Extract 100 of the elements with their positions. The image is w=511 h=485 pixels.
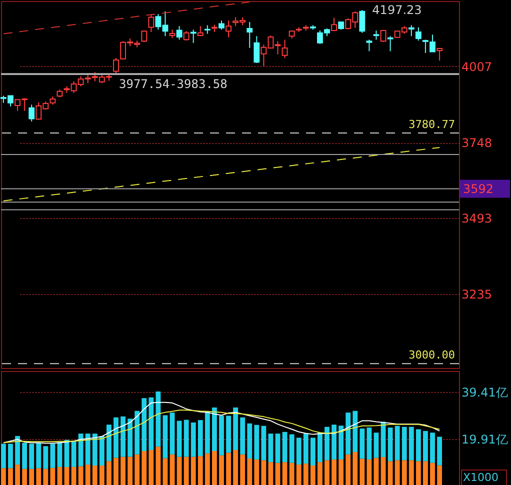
bar [43, 468, 48, 485]
candlestick [282, 39, 288, 58]
bar [120, 416, 126, 457]
bar [170, 454, 175, 485]
candlestick [183, 30, 190, 42]
bar [346, 454, 351, 485]
bar [388, 428, 393, 462]
bar [226, 452, 231, 485]
bar [78, 434, 84, 466]
bar [106, 424, 112, 462]
bar [346, 412, 351, 454]
bar [437, 436, 442, 466]
bar [394, 460, 400, 485]
y-tick-label: 19.91亿 [462, 432, 508, 446]
bar [212, 450, 217, 485]
bar [324, 460, 330, 485]
candlestick [331, 17, 337, 32]
bar [289, 434, 294, 463]
bar [120, 456, 126, 485]
bar [212, 407, 217, 451]
y-tick-label: 39.41亿 [462, 385, 508, 400]
bar [233, 407, 238, 450]
bar [324, 426, 330, 460]
candlestick [218, 20, 224, 30]
bar [29, 468, 34, 485]
bar [423, 461, 428, 485]
bar [134, 410, 140, 454]
bar [156, 392, 161, 447]
candlestick [28, 104, 35, 122]
candlestick [176, 26, 182, 40]
bar [402, 426, 407, 460]
bar [184, 456, 189, 485]
bar [303, 464, 308, 485]
bar [190, 422, 196, 457]
bar [29, 444, 34, 469]
bar [22, 442, 28, 469]
line-series [2, 410, 440, 444]
bar [268, 434, 274, 462]
bar [416, 429, 421, 462]
bar [303, 434, 308, 464]
bar [275, 462, 280, 485]
bar [282, 462, 288, 485]
text: X1000 [463, 471, 499, 484]
bar [106, 461, 112, 485]
bar [360, 428, 365, 459]
bar [282, 432, 288, 462]
bar [64, 466, 70, 485]
bar [170, 412, 175, 454]
bar [416, 461, 421, 485]
ref-line-label: 3592 [463, 182, 494, 196]
bar [394, 426, 400, 460]
bar [366, 428, 372, 460]
bar [332, 459, 336, 485]
bar [352, 410, 358, 452]
bar [233, 450, 238, 485]
bar [240, 454, 246, 485]
bar [198, 420, 203, 456]
bar [318, 432, 322, 462]
bar [1, 468, 6, 485]
line-series [2, 402, 440, 444]
bar [15, 436, 20, 465]
bar [219, 455, 224, 485]
bar [332, 424, 336, 460]
bar [8, 444, 13, 468]
bar [148, 397, 154, 450]
bar [114, 458, 118, 485]
ref-line-label: 3780.77 [408, 118, 455, 132]
bar [176, 456, 182, 485]
bar [1, 444, 6, 468]
bar [162, 415, 168, 458]
bar [156, 446, 161, 485]
candlestick [141, 30, 148, 43]
bar [162, 458, 168, 485]
bar [374, 458, 379, 485]
bar [50, 468, 56, 485]
bar [50, 444, 56, 468]
bar [57, 466, 62, 485]
bar [318, 462, 322, 485]
bar [190, 456, 196, 485]
bar [99, 436, 104, 466]
bar [268, 462, 274, 485]
bar [219, 416, 224, 456]
candlestick [408, 24, 414, 37]
bar [275, 434, 280, 463]
bar [254, 424, 260, 460]
bar [254, 459, 260, 485]
bar [36, 468, 42, 485]
bar [289, 462, 294, 485]
bar [15, 464, 20, 485]
bar [204, 453, 210, 485]
bar [388, 461, 393, 485]
bar [71, 466, 76, 485]
bar [338, 459, 344, 485]
bar [36, 442, 42, 468]
y-tick-label: 3748 [462, 136, 492, 150]
bar [380, 457, 386, 485]
bar [226, 416, 231, 453]
bar [134, 454, 140, 485]
candlestick [246, 21, 253, 48]
candlestick [148, 14, 154, 32]
